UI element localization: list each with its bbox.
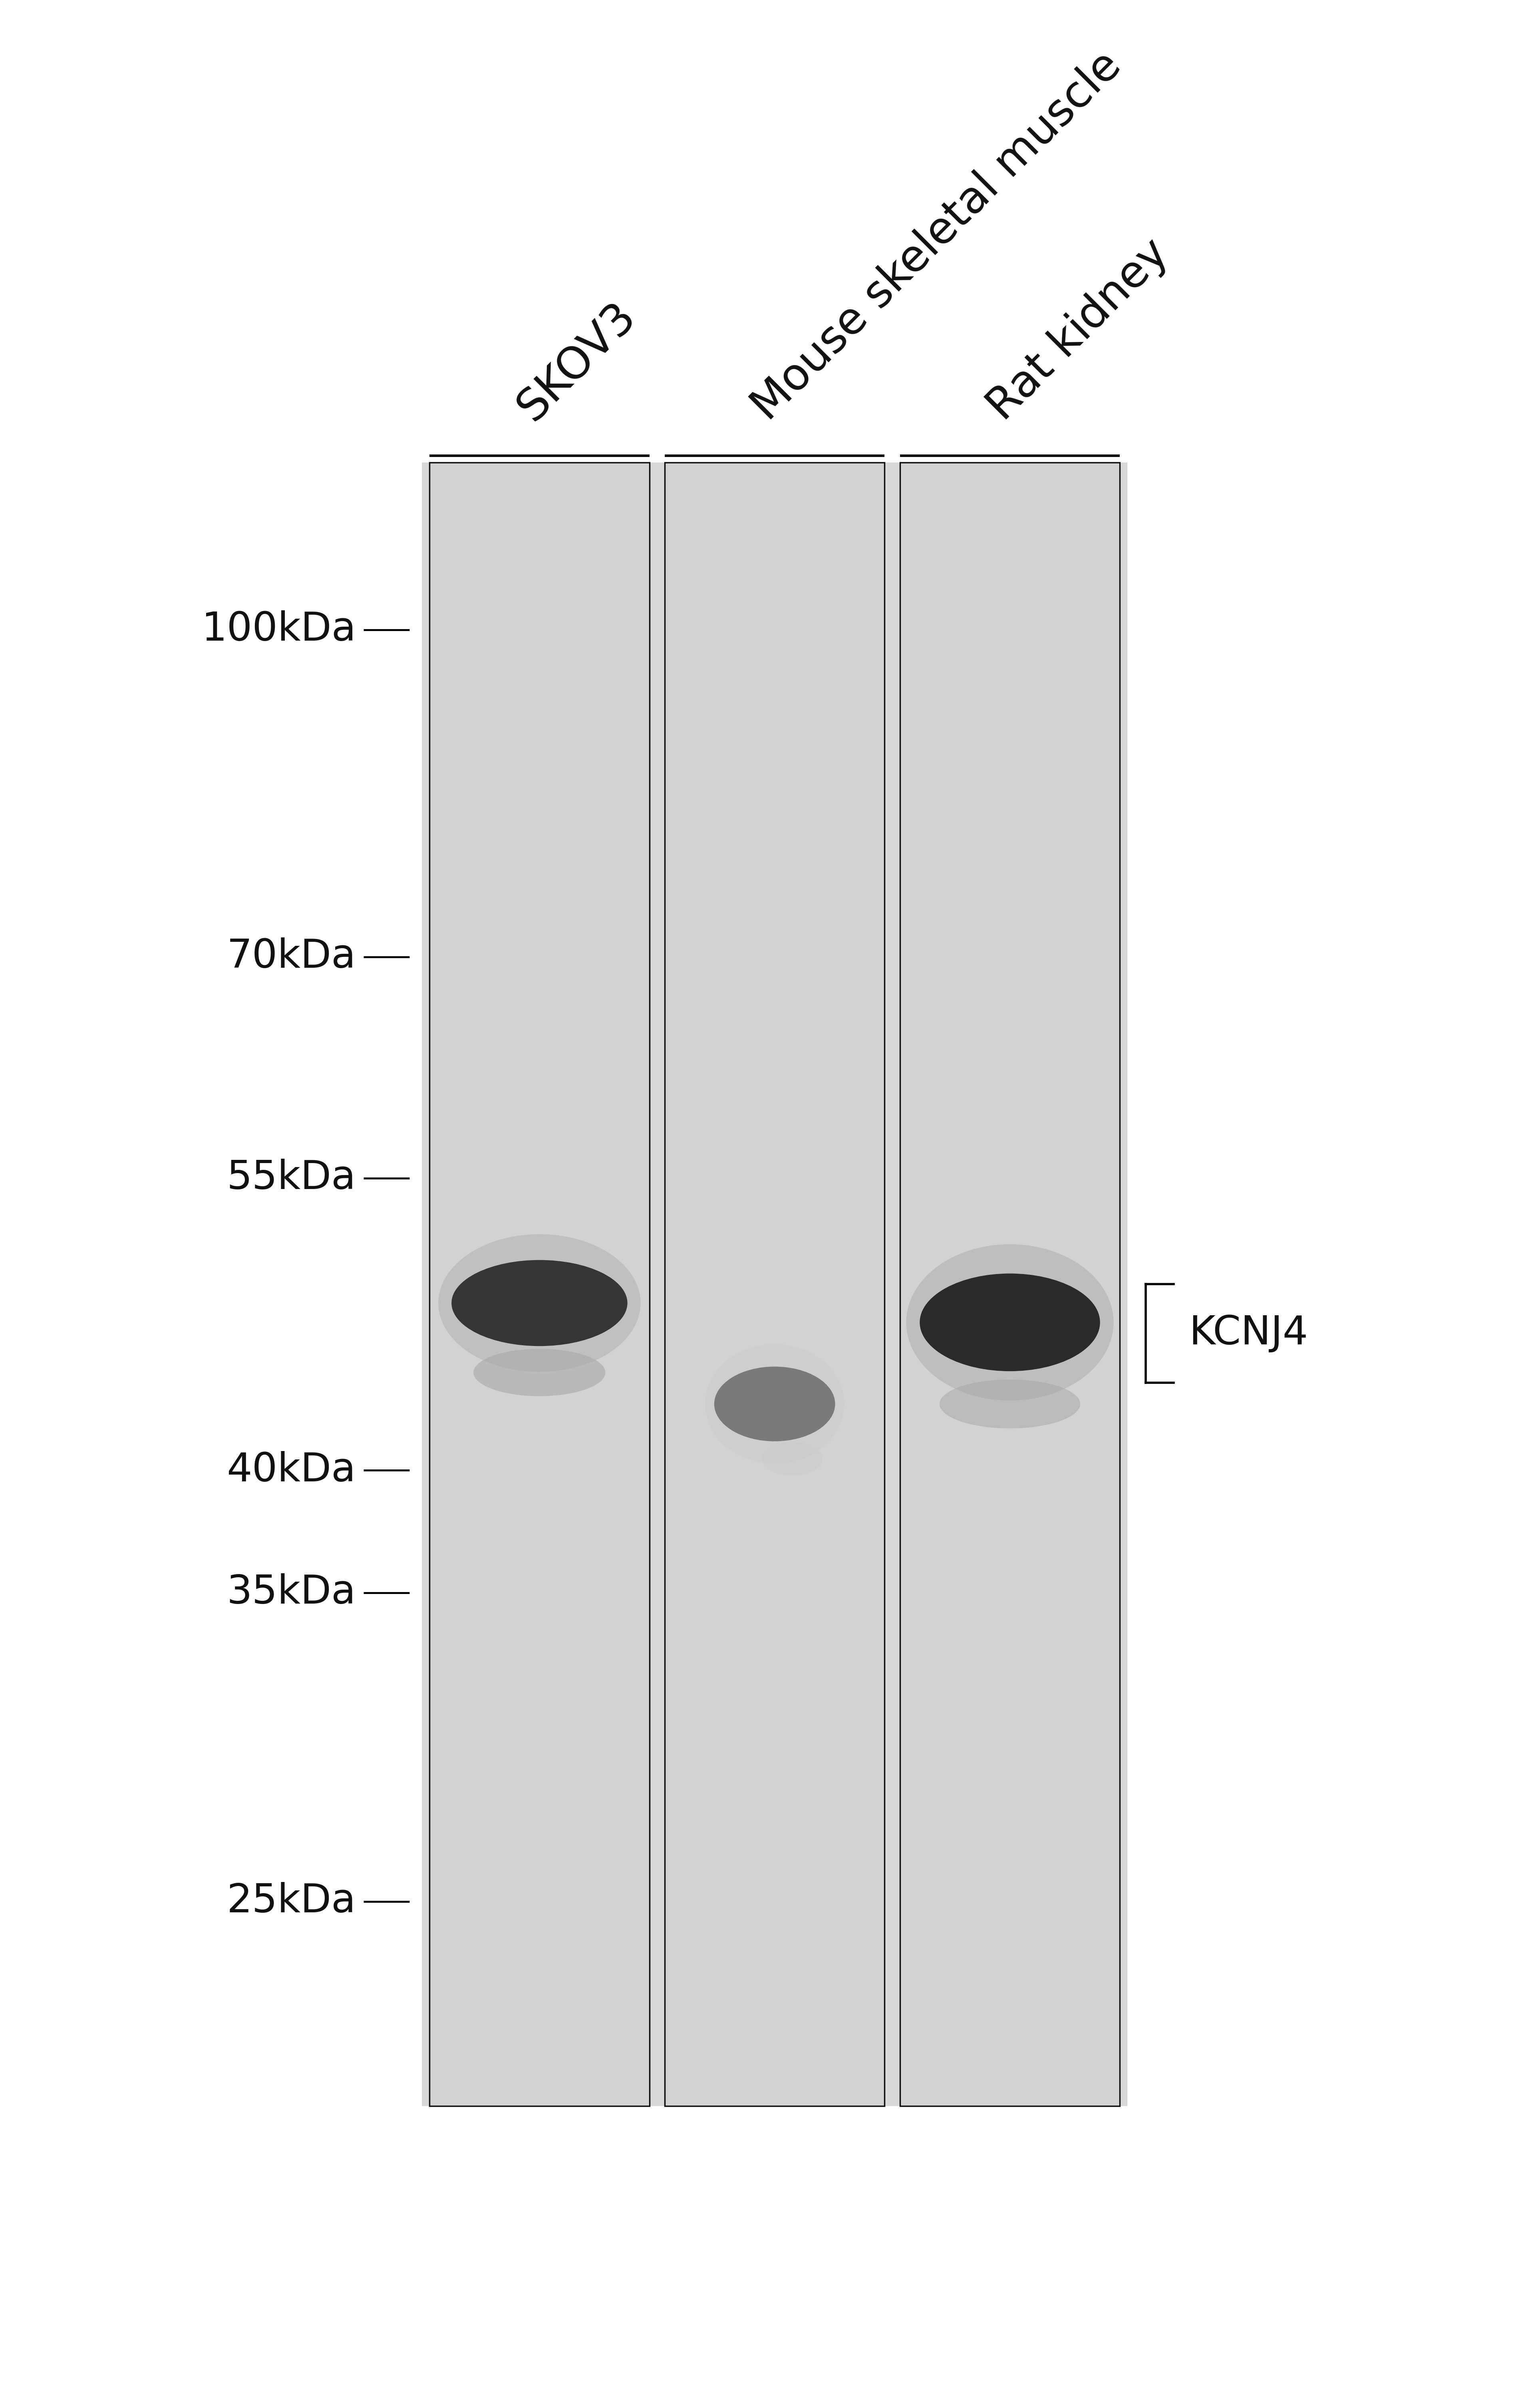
Text: 40kDa: 40kDa <box>227 1452 356 1491</box>
Ellipse shape <box>920 1274 1100 1370</box>
Ellipse shape <box>439 1235 641 1373</box>
Bar <box>430 462 649 2107</box>
Ellipse shape <box>907 1245 1114 1401</box>
Bar <box>664 462 885 2107</box>
Bar <box>422 462 1127 2107</box>
Ellipse shape <box>939 1380 1080 1428</box>
Ellipse shape <box>706 1344 844 1464</box>
Ellipse shape <box>451 1259 627 1346</box>
Text: 70kDa: 70kDa <box>227 937 356 975</box>
Text: 100kDa: 100kDa <box>201 609 356 650</box>
Ellipse shape <box>474 1348 606 1397</box>
Bar <box>900 462 1120 2107</box>
Ellipse shape <box>762 1442 822 1476</box>
Text: Mouse skeletal muscle: Mouse skeletal muscle <box>744 43 1129 429</box>
Text: SKOV3: SKOV3 <box>509 294 644 429</box>
Text: 35kDa: 35kDa <box>227 1572 356 1611</box>
Text: 55kDa: 55kDa <box>227 1158 356 1197</box>
Text: KCNJ4: KCNJ4 <box>1189 1315 1309 1353</box>
Text: 25kDa: 25kDa <box>227 1883 356 1922</box>
Ellipse shape <box>715 1368 834 1442</box>
Text: Rat kidney: Rat kidney <box>980 231 1177 429</box>
